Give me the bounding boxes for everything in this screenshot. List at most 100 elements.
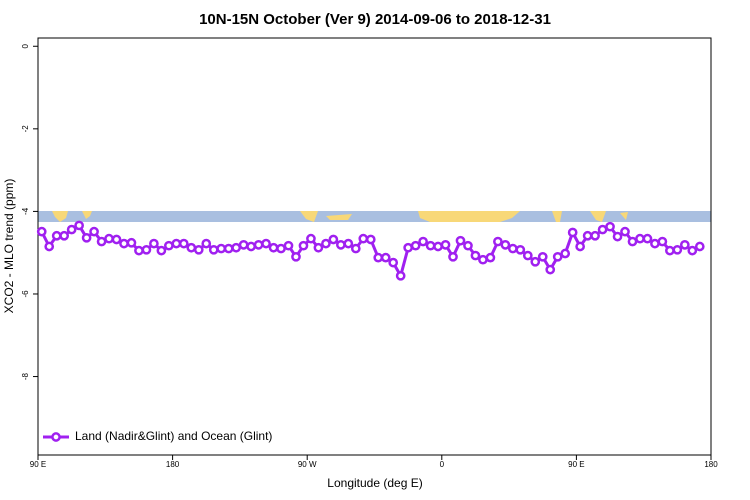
data-point bbox=[388, 257, 399, 268]
data-point bbox=[111, 234, 122, 245]
data-point bbox=[231, 242, 242, 253]
data-point bbox=[582, 230, 593, 241]
data-point bbox=[253, 239, 264, 250]
data-point bbox=[134, 245, 144, 256]
data-point bbox=[171, 238, 182, 249]
data-point bbox=[672, 244, 683, 255]
data-point bbox=[687, 245, 698, 256]
data-point bbox=[276, 243, 286, 254]
data-point bbox=[515, 244, 526, 255]
data-point bbox=[208, 244, 219, 255]
data-point bbox=[365, 234, 376, 245]
data-point bbox=[313, 242, 324, 253]
x-tick-label: 90 E bbox=[30, 460, 46, 469]
data-point bbox=[522, 250, 533, 261]
data-point bbox=[380, 252, 391, 263]
data-point bbox=[433, 241, 443, 252]
data-point bbox=[358, 233, 369, 244]
data-point bbox=[164, 240, 174, 251]
x-tick-label: 90 W bbox=[298, 460, 317, 469]
map-strip bbox=[38, 211, 711, 222]
data-point bbox=[642, 233, 653, 244]
data-point bbox=[223, 243, 234, 254]
data-point bbox=[560, 248, 571, 259]
data-point bbox=[81, 232, 92, 243]
data-point bbox=[590, 230, 600, 241]
data-point bbox=[463, 240, 473, 251]
data-point bbox=[343, 238, 354, 249]
data-point bbox=[268, 242, 279, 253]
data-point bbox=[552, 251, 563, 262]
x-tick-label: 0 bbox=[440, 460, 445, 469]
x-axis-label: Longitude (deg E) bbox=[327, 476, 422, 490]
data-point bbox=[597, 224, 608, 235]
data-point bbox=[665, 245, 675, 256]
data-point bbox=[74, 220, 84, 231]
data-point bbox=[246, 241, 256, 252]
y-tick-label: -8 bbox=[21, 372, 30, 380]
data-point bbox=[612, 231, 623, 242]
data-point bbox=[545, 264, 556, 275]
y-axis-label: XCO2 - MLO trend (ppm) bbox=[2, 179, 16, 314]
data-point bbox=[373, 252, 384, 263]
data-point bbox=[455, 235, 466, 246]
data-point bbox=[410, 240, 421, 251]
data-point bbox=[44, 241, 55, 252]
data-point bbox=[104, 233, 114, 244]
x-tick-label: 180 bbox=[704, 460, 718, 469]
data-point bbox=[193, 244, 204, 255]
x-tick-label: 90 E bbox=[568, 460, 584, 469]
x-tick-label: 180 bbox=[166, 460, 180, 469]
data-point bbox=[59, 230, 70, 241]
data-point bbox=[291, 251, 301, 262]
data-point bbox=[395, 270, 406, 281]
data-point bbox=[126, 237, 137, 248]
data-point bbox=[156, 245, 167, 256]
data-point bbox=[650, 238, 660, 249]
data-point bbox=[96, 236, 107, 247]
data-point bbox=[119, 238, 129, 249]
data-point bbox=[298, 240, 309, 251]
data-point bbox=[448, 251, 458, 262]
data-point bbox=[261, 238, 271, 249]
chart-title: 10N-15N October (Ver 9) 2014-09-06 to 20… bbox=[199, 11, 551, 28]
data-point bbox=[336, 239, 346, 250]
data-point bbox=[321, 238, 331, 249]
y-tick-label: 0 bbox=[21, 43, 30, 48]
data-point bbox=[350, 243, 361, 254]
legend-marker bbox=[51, 432, 61, 442]
y-tick-label: -2 bbox=[21, 125, 30, 133]
data-point bbox=[635, 233, 645, 244]
data-point bbox=[149, 238, 159, 249]
data-point bbox=[283, 240, 294, 251]
plot-frame bbox=[37, 37, 712, 456]
data-point bbox=[470, 250, 481, 261]
data-point bbox=[679, 239, 690, 250]
data-point bbox=[657, 236, 668, 247]
y-tick-label: -4 bbox=[21, 207, 30, 215]
data-point bbox=[201, 238, 212, 249]
data-point bbox=[216, 243, 227, 254]
data-point bbox=[66, 224, 77, 235]
data-point bbox=[141, 244, 152, 255]
data-point bbox=[306, 233, 316, 244]
data-point bbox=[627, 236, 638, 247]
data-point bbox=[89, 226, 99, 237]
data-point bbox=[530, 256, 541, 267]
data-point bbox=[478, 254, 488, 265]
data-point bbox=[425, 240, 436, 251]
y-tick-label: -6 bbox=[21, 290, 30, 298]
data-point bbox=[36, 226, 47, 237]
data-point bbox=[485, 252, 496, 263]
data-point bbox=[507, 243, 518, 254]
data-point bbox=[620, 226, 630, 237]
data-point bbox=[694, 241, 705, 252]
data-point bbox=[328, 234, 339, 245]
data-point bbox=[567, 227, 578, 238]
data-point bbox=[186, 242, 197, 253]
data-point bbox=[238, 239, 249, 250]
data-point bbox=[178, 238, 189, 249]
legend-label: Land (Nadir&Glint) and Ocean (Glint) bbox=[75, 429, 272, 443]
data-point bbox=[500, 239, 511, 250]
